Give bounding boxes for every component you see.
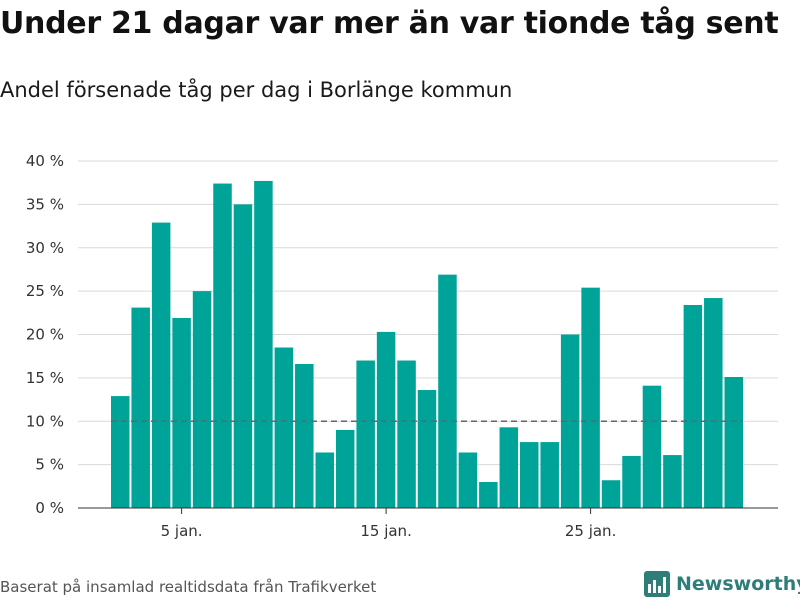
bar — [560, 334, 580, 508]
bar — [233, 204, 253, 508]
y-tick-label: 35 % — [26, 195, 64, 213]
bar — [663, 455, 682, 508]
bar — [417, 390, 437, 508]
newsworthy-logo-icon — [644, 571, 670, 597]
bar — [295, 363, 314, 508]
bar — [111, 396, 130, 508]
bar — [581, 287, 600, 508]
axes: 0 % 5 % 10 % 15 % 20 % 25 % 30 % 35 % 40 % 5 jan.… — [26, 152, 778, 540]
bar — [601, 480, 621, 508]
y-tick-label: 15 % — [26, 369, 64, 387]
y-tick-label: 20 % — [26, 326, 64, 344]
bar — [335, 429, 355, 508]
bar — [458, 452, 478, 508]
bar — [724, 377, 743, 508]
bar — [151, 222, 171, 508]
bar — [520, 442, 539, 508]
bar — [254, 180, 273, 508]
bar — [438, 274, 457, 508]
bar — [213, 183, 232, 508]
chart-subtitle: Andel försenade tåg per dag i Borlänge k… — [0, 78, 513, 102]
newsworthy-logo: Newsworthy — [644, 568, 800, 600]
bar — [315, 452, 334, 508]
x-tick-label: 5 jan. — [161, 522, 203, 540]
x-tick-label: 25 jan. — [565, 522, 617, 540]
chart-title: Under 21 dagar var mer än var tionde tåg… — [0, 6, 779, 41]
bar — [356, 360, 375, 508]
bar — [479, 481, 498, 508]
y-tick-label: 30 % — [26, 239, 64, 257]
bar — [172, 318, 191, 508]
bar — [642, 385, 662, 508]
bar — [622, 455, 641, 508]
y-tick-label: 5 % — [35, 456, 64, 474]
bars — [111, 180, 743, 508]
source-note: Baserat på insamlad realtidsdata från Tr… — [0, 578, 377, 596]
bar — [397, 360, 416, 508]
bar — [704, 298, 723, 508]
y-tick-label: 10 % — [26, 412, 64, 430]
bar — [376, 331, 396, 508]
x-tick-label: 15 jan. — [360, 522, 412, 540]
logo-text: Newsworthy — [676, 573, 800, 595]
bar-chart: 0 % 5 % 10 % 15 % 20 % 25 % 30 % 35 % 40 % 5 jan.… — [26, 152, 778, 540]
bar — [192, 291, 212, 508]
bar — [131, 307, 150, 508]
y-tick-label: 40 % — [26, 152, 64, 170]
y-tick-label: 0 % — [35, 499, 64, 517]
bar — [499, 427, 519, 508]
bar — [274, 347, 294, 508]
bar — [540, 442, 559, 508]
bar — [683, 305, 703, 508]
y-tick-label: 25 % — [26, 282, 64, 300]
